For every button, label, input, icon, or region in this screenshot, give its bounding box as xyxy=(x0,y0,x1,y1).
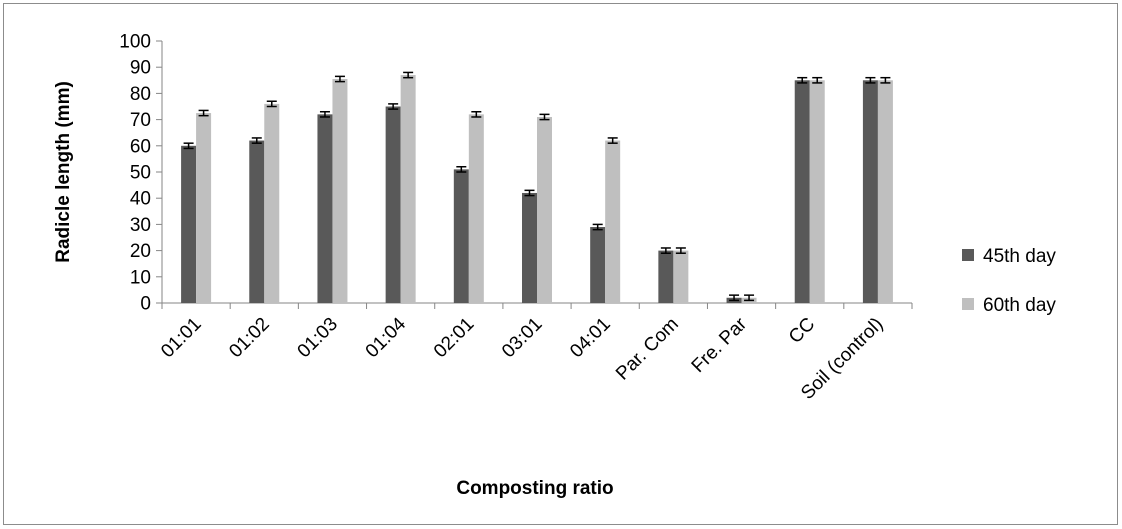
x-tick-label: 01:01 xyxy=(157,314,205,362)
y-tick-label: 20 xyxy=(130,241,151,262)
bar-45th-day xyxy=(249,140,265,303)
x-tick-label: 03:01 xyxy=(498,314,546,362)
legend-label-60th-day: 60th day xyxy=(983,295,1056,316)
bar-45th-day xyxy=(794,80,810,303)
x-tick-label: 01:02 xyxy=(225,314,273,362)
bar-45th-day xyxy=(181,145,197,303)
bar-45th-day xyxy=(453,169,469,303)
y-tick-label: 60 xyxy=(130,136,151,157)
bar-60th-day xyxy=(400,75,416,303)
y-tick-label: 100 xyxy=(119,32,151,53)
chart-frame xyxy=(3,3,1118,525)
bar-60th-day xyxy=(196,113,212,303)
legend: 45th day 60th day xyxy=(962,246,1056,316)
x-axis-title: Composting ratio xyxy=(456,478,613,499)
legend-swatch-45th-day xyxy=(962,249,974,261)
y-tick-label: 10 xyxy=(130,267,151,288)
bar-45th-day xyxy=(317,114,333,303)
bar-45th-day xyxy=(658,250,674,303)
bar-60th-day xyxy=(877,80,893,303)
error-bars xyxy=(183,71,891,302)
bar-60th-day xyxy=(468,114,484,303)
x-tick-label: 02:01 xyxy=(430,314,478,362)
y-tick-label: 70 xyxy=(130,110,151,131)
bar-45th-day xyxy=(522,192,537,303)
x-tick-label: Par. Com xyxy=(612,314,683,385)
y-tick-label: 80 xyxy=(130,84,151,105)
bar-marks xyxy=(181,75,893,304)
bar-45th-day xyxy=(862,80,878,303)
x-tick-label: 01:03 xyxy=(294,314,342,362)
bar-60th-day xyxy=(605,140,621,303)
x-tick-label: 01:04 xyxy=(362,313,411,362)
bar-45th-day xyxy=(590,227,606,303)
y-axis-ticks: 0 10 20 30 40 50 60 70 80 90 100 xyxy=(119,32,162,315)
x-tick-label: Fre. Par xyxy=(688,313,752,377)
bar-45th-day xyxy=(385,106,401,303)
bar-60th-day xyxy=(809,80,825,303)
x-tick-label: 04:01 xyxy=(566,314,614,362)
legend-swatch-60th-day xyxy=(962,298,974,310)
y-tick-label: 40 xyxy=(130,189,151,210)
legend-label-45th-day: 45th day xyxy=(983,246,1056,267)
x-axis-ticks: 01:01 01:02 01:03 01:04 02:01 03:01 04:01Par. … xyxy=(157,303,913,404)
y-tick-label: 50 xyxy=(130,163,151,184)
y-tick-label: 0 xyxy=(140,294,151,315)
bar-60th-day xyxy=(264,103,280,303)
bar-60th-day xyxy=(332,78,348,304)
y-axis-title: Radicle length (mm) xyxy=(53,81,74,263)
y-tick-label: 90 xyxy=(130,58,151,79)
x-tick-label: CC xyxy=(785,314,819,348)
y-tick-label: 30 xyxy=(130,215,151,236)
bar-60th-day xyxy=(537,116,552,303)
bar-60th-day xyxy=(673,250,689,303)
